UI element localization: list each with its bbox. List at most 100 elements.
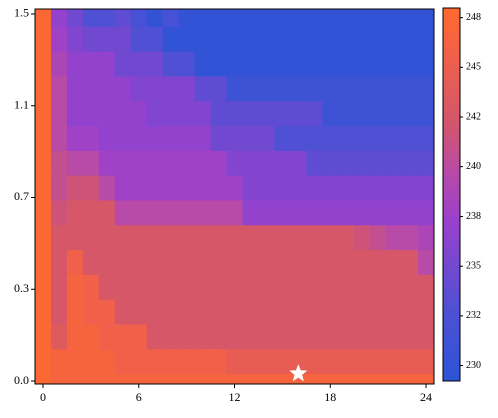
heatmap-cell <box>210 348 228 375</box>
heatmap-cell <box>194 100 212 127</box>
heatmap-cell <box>274 75 291 102</box>
heatmap-cell <box>146 9 164 27</box>
heatmap-cell <box>258 299 275 325</box>
heatmap-cell <box>370 348 387 375</box>
heatmap-cell <box>162 9 180 27</box>
heatmap-cell <box>114 75 132 102</box>
heatmap-cell <box>162 249 180 275</box>
heatmap-cell <box>322 199 339 226</box>
y-tick-label: 0.7 <box>14 189 29 203</box>
heatmap-cell <box>418 9 434 27</box>
heatmap-cell <box>226 249 243 275</box>
heatmap-cell <box>258 26 275 52</box>
heatmap-cell <box>402 125 419 151</box>
heatmap-cell <box>354 150 371 176</box>
heatmap-cell <box>274 125 291 151</box>
heatmap-cell <box>82 125 100 151</box>
heatmap-cell <box>258 51 275 77</box>
colorbar <box>442 7 461 382</box>
heatmap-cell <box>114 51 132 77</box>
heatmap-cell <box>66 199 84 226</box>
heatmap-cell <box>50 323 68 350</box>
heatmap-cell <box>322 299 339 325</box>
heatmap-cell <box>146 51 164 77</box>
heatmap-cell <box>162 150 180 176</box>
heatmap-cell <box>50 299 68 325</box>
heatmap-cell <box>146 224 164 251</box>
heatmap-cell <box>370 75 387 102</box>
heatmap-cell <box>418 299 434 325</box>
heatmap-cell <box>370 150 387 176</box>
heatmap-cell <box>402 75 419 102</box>
heatmap-cell <box>178 199 196 226</box>
heatmap-cell <box>50 100 68 127</box>
heatmap-cell <box>338 299 355 325</box>
heatmap-cell <box>418 150 434 176</box>
heatmap-cell <box>274 274 291 300</box>
heatmap-cell <box>338 51 355 77</box>
heatmap-cell <box>194 175 212 201</box>
heatmap-cell <box>178 150 196 176</box>
heatmap-cell <box>194 150 212 176</box>
heatmap-cell <box>35 150 52 176</box>
heatmap-cell <box>114 224 132 251</box>
heatmap-cell <box>194 249 212 275</box>
heatmap-cell <box>130 9 148 27</box>
heatmap-cell <box>338 274 355 300</box>
heatmap-cell <box>162 100 180 127</box>
heatmap-cell <box>386 323 403 350</box>
heatmap-cell <box>35 75 52 102</box>
heatmap-cell <box>402 373 419 384</box>
heatmap-cell <box>178 9 196 27</box>
heatmap-cell <box>82 9 100 27</box>
heatmap-cell <box>274 348 291 375</box>
heatmap-cell <box>258 100 275 127</box>
heatmap-cell <box>178 26 196 52</box>
heatmap-cell <box>210 100 228 127</box>
heatmap-cell <box>354 323 371 350</box>
heatmap-cell <box>194 323 212 350</box>
heatmap-cell <box>178 175 196 201</box>
heatmap-cell <box>114 199 132 226</box>
heatmap-cell <box>354 348 371 375</box>
heatmap-cell <box>226 274 243 300</box>
heatmap-cell <box>402 224 419 251</box>
heatmap-cell <box>386 175 403 201</box>
heatmap-cell <box>370 373 387 384</box>
heatmap-cell <box>98 249 116 275</box>
heatmap-cell <box>274 100 291 127</box>
heatmap-cell <box>210 373 228 384</box>
heatmap-cell <box>274 299 291 325</box>
heatmap-cell <box>82 75 100 102</box>
heatmap-cell <box>354 199 371 226</box>
heatmap-cell <box>114 323 132 350</box>
heatmap-cell <box>242 26 259 52</box>
heatmap-cell <box>258 323 275 350</box>
heatmap-cell <box>242 199 259 226</box>
heatmap-cell <box>386 199 403 226</box>
colorbar-tick-label: 235 <box>466 260 481 271</box>
heatmap-cell <box>50 75 68 102</box>
heatmap-cell <box>82 51 100 77</box>
heatmap-cell <box>114 9 132 27</box>
heatmap-cell <box>306 348 323 375</box>
heatmap-cell <box>162 323 180 350</box>
heatmap-cell <box>338 100 355 127</box>
heatmap-cell <box>258 224 275 251</box>
heatmap-cell <box>338 175 355 201</box>
heatmap-cell <box>402 150 419 176</box>
heatmap-cell <box>146 249 164 275</box>
heatmap-cell <box>418 26 434 52</box>
heatmap-cell <box>162 199 180 226</box>
heatmap-cell <box>35 125 52 151</box>
heatmap-cell <box>82 26 100 52</box>
heatmap-cell <box>370 125 387 151</box>
heatmap-cell <box>114 348 132 375</box>
heatmap-cell <box>386 51 403 77</box>
heatmap-cell <box>386 9 403 27</box>
heatmap-cell <box>130 299 148 325</box>
heatmap <box>35 9 434 384</box>
heatmap-cell <box>178 348 196 375</box>
heatmap-cell <box>162 299 180 325</box>
heatmap-cell <box>210 26 228 52</box>
